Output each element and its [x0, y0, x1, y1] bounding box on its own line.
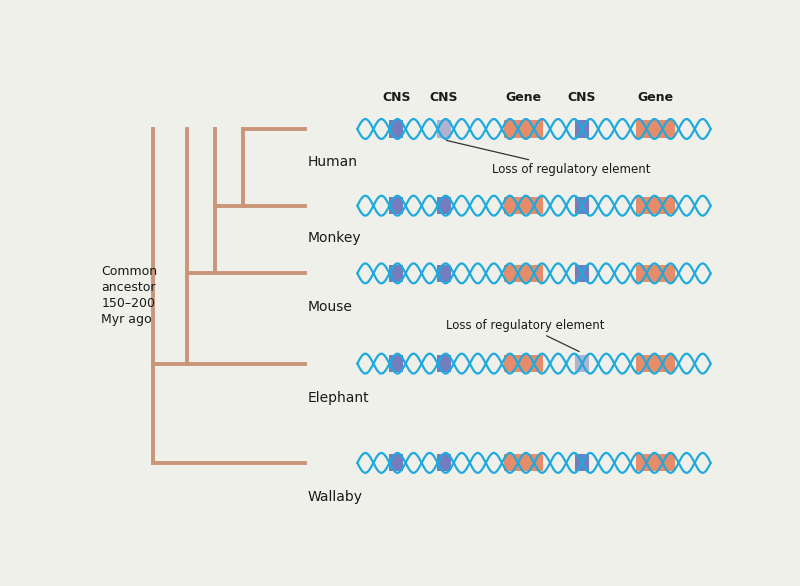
Text: Human: Human: [308, 155, 358, 169]
Text: Elephant: Elephant: [308, 391, 370, 405]
Text: CNS: CNS: [382, 91, 410, 104]
Text: Wallaby: Wallaby: [308, 490, 362, 504]
Bar: [389, 355, 403, 372]
Bar: [637, 197, 675, 214]
Bar: [574, 265, 589, 282]
Bar: [437, 454, 451, 472]
Bar: [389, 265, 403, 282]
Bar: [574, 197, 589, 214]
Bar: [574, 120, 589, 138]
Bar: [389, 197, 403, 214]
Text: Gene: Gene: [638, 91, 674, 104]
Text: Common
ancestor
150–200
Myr ago: Common ancestor 150–200 Myr ago: [102, 265, 158, 326]
Text: Loss of regulatory element: Loss of regulatory element: [446, 319, 604, 352]
Bar: [389, 454, 403, 472]
Bar: [389, 120, 403, 138]
Text: Loss of regulatory element: Loss of regulatory element: [446, 141, 650, 176]
Text: Mouse: Mouse: [308, 299, 353, 314]
Bar: [437, 197, 451, 214]
Text: CNS: CNS: [430, 91, 458, 104]
Bar: [504, 120, 543, 138]
Text: Monkey: Monkey: [308, 230, 362, 244]
Bar: [437, 120, 451, 138]
Bar: [637, 355, 675, 372]
Bar: [637, 265, 675, 282]
Bar: [637, 454, 675, 472]
Text: Gene: Gene: [506, 91, 542, 104]
Bar: [437, 265, 451, 282]
Bar: [437, 355, 451, 372]
Bar: [637, 120, 675, 138]
Text: CNS: CNS: [567, 91, 596, 104]
Bar: [574, 355, 589, 372]
Bar: [504, 265, 543, 282]
Bar: [504, 355, 543, 372]
Bar: [504, 197, 543, 214]
Bar: [574, 454, 589, 472]
Bar: [504, 454, 543, 472]
